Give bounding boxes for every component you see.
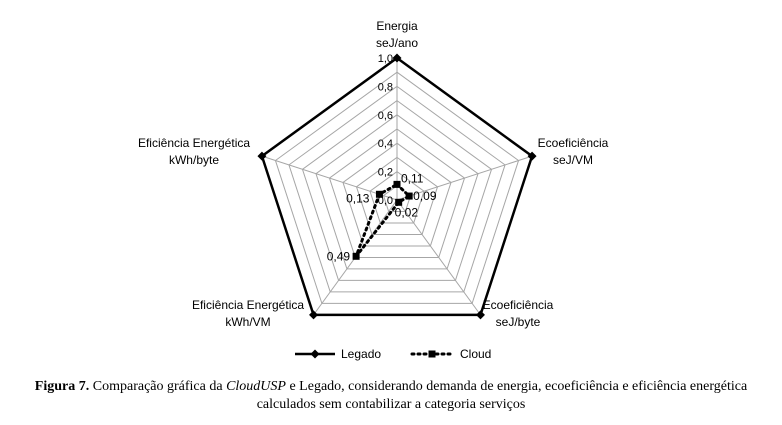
axis-spoke [396,155,533,201]
legend-label-legado: Legado [341,347,381,361]
tick-label: 0,6 [378,110,393,122]
legend-label-cloud: Cloud [460,347,491,361]
grid-ring [301,99,493,281]
grid-ring [355,156,439,235]
caption-label: Figura 7. [34,379,90,394]
grid-ring [288,85,506,293]
radar-chart: 0,0 0,2 0,4 0,6 0,8 1,0 Energia seJ/ano Ecoefic… [138,19,609,361]
data-label: 0,49 [327,249,351,263]
axis-spoke [396,199,481,316]
series-line-legado [260,56,534,317]
tick-label: 0,8 [378,81,393,93]
axis-unit-label: seJ/byte [496,315,541,329]
series-point-legado [475,310,485,320]
grid-ring [369,170,425,224]
data-label: 0,11 [401,171,424,185]
axis-label: Ecoeficiência [483,298,554,312]
axis-label: Energia [376,19,418,33]
figure-caption: Figura 7. Comparação gráfica da CloudUSP… [30,378,752,414]
legend-marker-cloud [428,350,436,358]
series-point-legado [309,310,319,320]
tick-label: 0,2 [378,167,393,179]
radar-data-labels: 0,11 0,09 0,02 0,49 0,13 [327,171,437,263]
series-point-cloud [352,252,360,260]
axis-unit-label: seJ/VM [553,153,593,167]
data-label: 0,13 [346,191,370,205]
series-point-cloud [405,192,413,200]
caption-text-after: e Legado, considerando demanda de energi… [256,379,748,412]
grid-ring [315,114,479,270]
caption-italic: CloudUSP [226,379,286,394]
axis-label: Ecoeficiência [538,136,609,150]
data-label: 0,02 [395,205,419,219]
series-point-cloud [393,180,401,188]
tick-label: 1,0 [378,53,393,65]
chart-legend: Legado Cloud [295,347,491,361]
radar-series [257,53,537,320]
axis-label: Eficiência Energética [138,136,250,150]
series-point-legado [392,53,402,63]
grid-ring [274,71,520,304]
radar-tick-labels: 0,0 0,2 0,4 0,6 0,8 1,0 [378,53,393,207]
series-point-cloud [375,190,383,198]
axis-spoke [261,155,398,201]
grid-ring [342,142,452,247]
axis-label: Eficiência Energética [192,298,304,312]
axis-unit-label: kWh/VM [225,315,270,329]
axis-unit-label: kWh/byte [169,153,219,167]
grid-ring [328,128,466,258]
series-point-legado [257,151,267,161]
caption-text-before: Comparação gráfica da [89,379,227,394]
legend-marker-legado [310,349,320,359]
series-point-cloud [395,198,403,206]
data-label: 0,09 [413,189,437,203]
tick-label: 0,4 [378,138,393,150]
tick-label: 0,0 [378,195,393,207]
series-point-legado [527,151,537,161]
radar-axis-labels: Energia seJ/ano Ecoeficiência seJ/VM Ecoefic… [138,19,609,329]
axis-unit-label: seJ/ano [376,36,418,50]
